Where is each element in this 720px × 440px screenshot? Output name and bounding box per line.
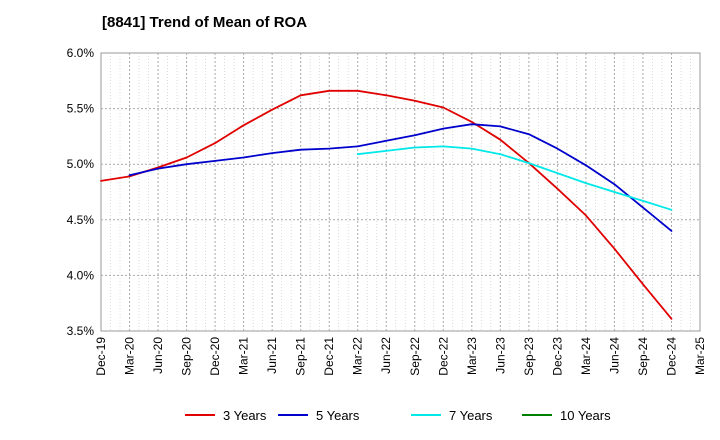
x-tick-label: Mar-24 bbox=[579, 337, 593, 375]
grid bbox=[101, 53, 700, 331]
x-tick-label: Jun-22 bbox=[379, 337, 393, 374]
legend-item: 10 Years bbox=[522, 408, 611, 423]
y-tick-label: 5.5% bbox=[67, 102, 95, 116]
x-tick-label: Sep-22 bbox=[408, 337, 422, 376]
series-lines bbox=[100, 89, 673, 320]
y-tick-label: 4.0% bbox=[67, 268, 95, 282]
legend-item: 7 Years bbox=[411, 408, 493, 423]
x-tick-label: Mar-20 bbox=[123, 337, 137, 375]
series-line-3-years bbox=[100, 89, 673, 320]
x-tick-label: Jun-23 bbox=[493, 337, 507, 374]
series-line-5-years bbox=[128, 123, 673, 232]
x-tick-label: Mar-21 bbox=[237, 337, 251, 375]
y-tick-label: 5.0% bbox=[67, 157, 95, 171]
x-tick-label: Sep-21 bbox=[294, 337, 308, 376]
x-tick-label: Mar-23 bbox=[465, 337, 479, 375]
x-tick-label: Dec-24 bbox=[664, 337, 678, 376]
x-tick-label: Jun-20 bbox=[151, 337, 165, 374]
legend: 3 Years 5 Years 7 Years 10 Years bbox=[185, 408, 611, 423]
x-tick-label: Jun-21 bbox=[265, 337, 279, 374]
x-tick-label: Dec-19 bbox=[94, 337, 108, 376]
y-tick-label: 6.0% bbox=[67, 46, 95, 60]
x-axis-ticks: Dec-19 Mar-20 Jun-20 Sep-20 Dec-20 Mar-21 Jun-… bbox=[94, 337, 707, 376]
legend-label: 7 Years bbox=[449, 408, 493, 423]
legend-label: 3 Years bbox=[223, 408, 267, 423]
x-tick-label: Dec-23 bbox=[550, 337, 564, 376]
x-tick-label: Sep-20 bbox=[180, 337, 194, 376]
chart-title: [8841] Trend of Mean of ROA bbox=[102, 14, 308, 31]
legend-label: 10 Years bbox=[560, 408, 611, 423]
x-tick-label: Jun-24 bbox=[607, 337, 621, 374]
x-tick-label: Mar-25 bbox=[693, 337, 707, 375]
x-tick-label: Sep-24 bbox=[636, 337, 650, 376]
plot-area bbox=[100, 52, 701, 332]
x-tick-label: Dec-22 bbox=[436, 337, 450, 376]
series-line-7-years bbox=[356, 145, 673, 211]
x-tick-label: Dec-21 bbox=[322, 337, 336, 376]
x-tick-label: Mar-22 bbox=[351, 337, 365, 375]
legend-label: 5 Years bbox=[316, 408, 360, 423]
x-tick-label: Sep-23 bbox=[522, 337, 536, 376]
legend-item: 3 Years bbox=[185, 408, 267, 423]
y-tick-label: 4.5% bbox=[67, 213, 95, 227]
x-tick-label: Dec-20 bbox=[208, 337, 222, 376]
legend-item: 5 Years bbox=[278, 408, 360, 423]
y-tick-label: 3.5% bbox=[67, 324, 95, 338]
y-axis-ticks: 3.5% 4.0% 4.5% 5.0% 5.5% 6.0% bbox=[67, 46, 95, 338]
